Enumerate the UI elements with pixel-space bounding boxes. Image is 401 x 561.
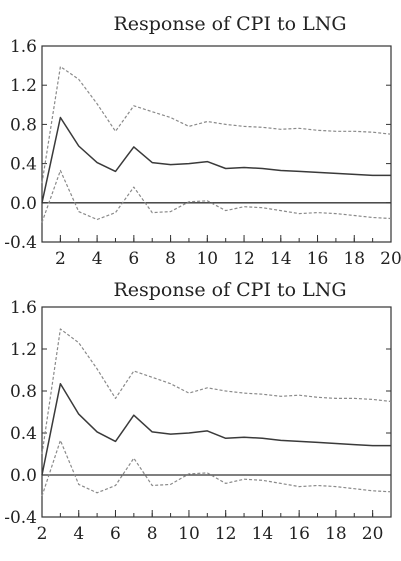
x-tick-label: 8 (165, 249, 176, 269)
x-tick-label: 4 (92, 249, 103, 269)
series-line-response (41, 116, 391, 203)
irf-chart-1: Response of CPI to LNG 1.6 1.2 0.8 0.4 0.0 -0.… (4, 13, 401, 269)
y-tick-label: 1.2 (10, 340, 37, 360)
series-line-upper (41, 328, 392, 455)
series-line-lower (41, 439, 392, 497)
irf-chart-2: Response of CPI to LNG 1.6 1.2 0.8 0.4 0.0 -0.… (4, 279, 392, 544)
y-tick-label: 0.8 (10, 382, 37, 402)
x-tick-label: 16 (307, 249, 329, 269)
x-tick-label: 8 (147, 524, 158, 544)
x-tick-label: 2 (37, 524, 48, 544)
x-tick-label: 6 (110, 524, 121, 544)
y-tick-label: 1.6 (10, 298, 37, 318)
chart-panel-1: Response of CPI to LNG 1.6 1.2 0.8 0.4 0.0 -0.… (0, 0, 401, 280)
x-tick-label: 12 (233, 249, 255, 269)
y-tick-label: 0.0 (10, 194, 37, 214)
chart-title: Response of CPI to LNG (113, 279, 346, 301)
x-tick-label: 16 (288, 524, 310, 544)
x-tick-label: 14 (270, 249, 292, 269)
y-tick-label: 1.6 (10, 37, 37, 57)
plot-frame (41, 45, 392, 243)
x-tick-label: 4 (73, 524, 84, 544)
y-tick-label: 1.2 (10, 76, 37, 96)
x-tick-label: 18 (343, 249, 365, 269)
y-tick-label: 0.4 (10, 155, 37, 175)
y-tick-label: -0.4 (4, 508, 37, 528)
x-tick-label: 20 (380, 249, 401, 269)
y-tick-label: 0.0 (10, 466, 37, 486)
x-tick-label: 12 (215, 524, 237, 544)
x-tick-label: 14 (252, 524, 274, 544)
x-tick-label: 10 (178, 524, 200, 544)
x-tick-label: 20 (362, 524, 384, 544)
plot-frame (41, 306, 392, 518)
x-tick-label: 18 (325, 524, 347, 544)
x-tick-label: 2 (55, 249, 66, 269)
y-tick-label: 0.4 (10, 424, 37, 444)
chart-panel-2: Response of CPI to LNG 1.6 1.2 0.8 0.4 0.0 -0.… (0, 272, 401, 561)
y-tick-label: -0.4 (4, 233, 37, 253)
series-line-response (41, 382, 391, 476)
y-tick-label: 0.8 (10, 115, 37, 135)
x-tick-label: 6 (128, 249, 139, 269)
series-line-upper (41, 65, 392, 184)
series-line-lower (41, 169, 392, 223)
chart-title: Response of CPI to LNG (113, 13, 346, 35)
x-tick-label: 10 (196, 249, 218, 269)
